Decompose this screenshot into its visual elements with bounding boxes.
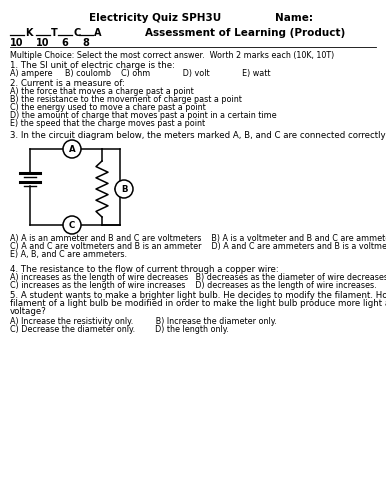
Text: voltage?: voltage? — [10, 308, 47, 316]
Text: 4. The resistance to the flow of current through a copper wire:: 4. The resistance to the flow of current… — [10, 264, 279, 274]
Text: K: K — [25, 28, 32, 38]
Text: C) Decrease the diameter only.        D) the length only.: C) Decrease the diameter only. D) the le… — [10, 326, 229, 334]
Text: 5. A student wants to make a brighter light bulb. He decides to modify the filam: 5. A student wants to make a brighter li… — [10, 292, 386, 300]
Text: D) the amount of charge that moves past a point in a certain time: D) the amount of charge that moves past … — [10, 112, 277, 120]
Text: filament of a light bulb be modified in order to make the light bulb produce mor: filament of a light bulb be modified in … — [10, 300, 386, 308]
Text: 1. The SI unit of electric charge is the:: 1. The SI unit of electric charge is the… — [10, 62, 175, 70]
Text: Assessment of Learning (Product): Assessment of Learning (Product) — [145, 28, 345, 38]
Text: B: B — [121, 184, 127, 194]
Text: A) Increase the resistivity only.         B) Increase the diameter only.: A) Increase the resistivity only. B) Inc… — [10, 316, 277, 326]
Text: Name:: Name: — [275, 13, 313, 23]
Text: 2. Current is a measure of:: 2. Current is a measure of: — [10, 80, 125, 88]
Text: A) the force that moves a charge past a point: A) the force that moves a charge past a … — [10, 88, 194, 96]
Text: A: A — [94, 28, 102, 38]
Text: 8: 8 — [83, 38, 90, 48]
Text: 10: 10 — [10, 38, 24, 48]
Text: Multiple Choice: Select the most correct answer.  Worth 2 marks each (10K, 10T): Multiple Choice: Select the most correct… — [10, 50, 334, 59]
Circle shape — [63, 216, 81, 234]
Text: T: T — [51, 28, 58, 38]
Text: C: C — [73, 28, 80, 38]
Text: A) increases as the length of wire decreases   B) decreases as the diameter of w: A) increases as the length of wire decre… — [10, 272, 386, 281]
Text: B) the resistance to the movement of charge past a point: B) the resistance to the movement of cha… — [10, 96, 242, 104]
Text: C) the energy used to move a chare past a point: C) the energy used to move a chare past … — [10, 104, 206, 112]
Text: C) A and C are voltmeters and B is an ammeter    D) A and C are ammeters and B i: C) A and C are voltmeters and B is an am… — [10, 242, 386, 252]
Text: 3. In the circuit diagram below, the meters marked A, B, and C are connected cor: 3. In the circuit diagram below, the met… — [10, 130, 386, 140]
Text: 10: 10 — [36, 38, 50, 48]
Text: A) ampere     B) coulomb    C) ohm             D) volt             E) watt: A) ampere B) coulomb C) ohm D) volt E) w… — [10, 70, 271, 78]
Text: A: A — [69, 144, 75, 154]
Text: C) increases as the length of wire increases    D) decreases as the length of wi: C) increases as the length of wire incre… — [10, 280, 377, 289]
Circle shape — [115, 180, 133, 198]
Text: E) the speed that the charge moves past a point: E) the speed that the charge moves past … — [10, 120, 205, 128]
Circle shape — [63, 140, 81, 158]
Text: A) A is an ammeter and B and C are voltmeters    B) A is a voltmeter and B and C: A) A is an ammeter and B and C are voltm… — [10, 234, 386, 244]
Text: C: C — [69, 220, 75, 230]
Text: Electricity Quiz SPH3U: Electricity Quiz SPH3U — [89, 13, 221, 23]
Text: 6: 6 — [62, 38, 68, 48]
Text: E) A, B, and C are ammeters.: E) A, B, and C are ammeters. — [10, 250, 127, 260]
